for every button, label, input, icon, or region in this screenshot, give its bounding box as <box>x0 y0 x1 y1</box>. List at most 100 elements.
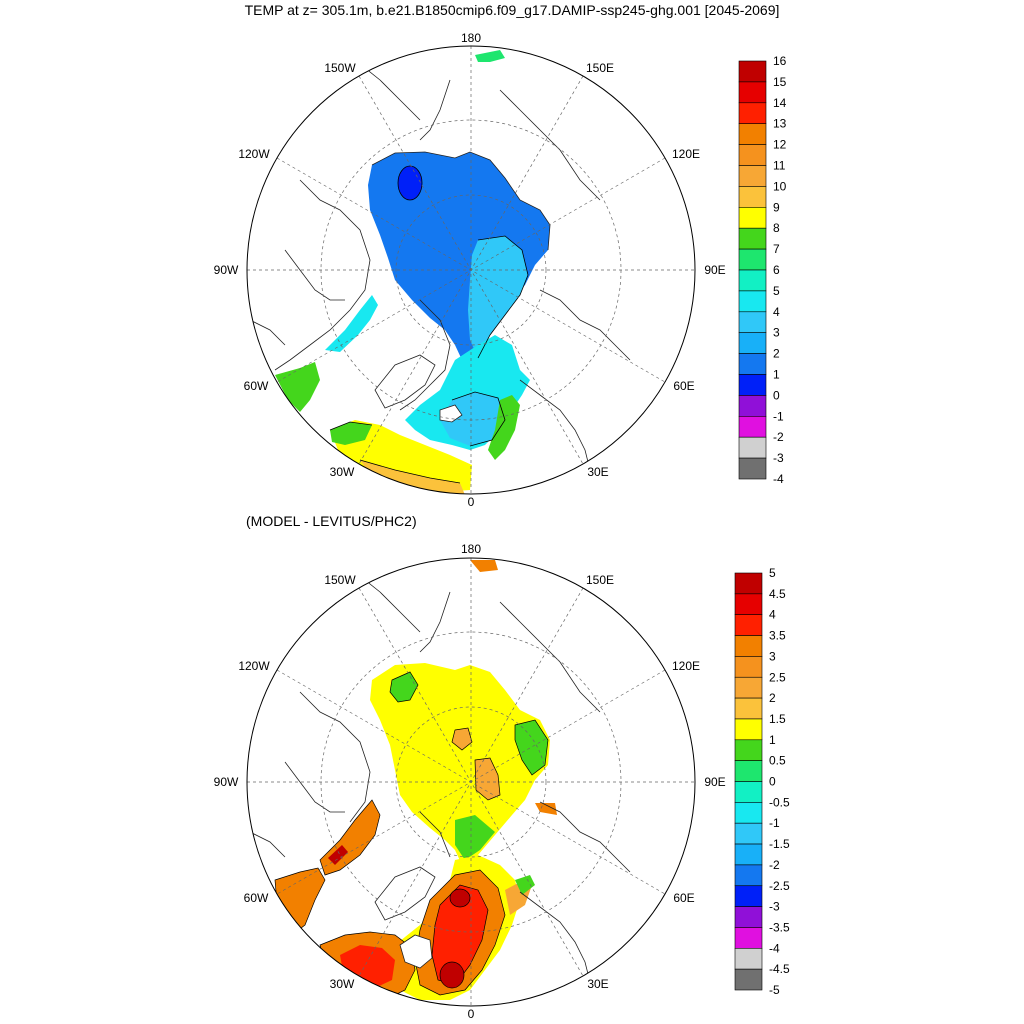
colorbar-tick-label: 3.5 <box>769 629 786 643</box>
lon-label-180: 180 <box>461 31 481 45</box>
lon-label-150e: 150E <box>586 573 614 587</box>
nordic-seas-anomaly-4 <box>431 884 489 986</box>
makarov-anomaly-2 <box>451 727 473 751</box>
colorbar-swatch <box>734 676 763 699</box>
lon-label-60e: 60E <box>673 891 694 905</box>
lon-label-0: 0 <box>468 495 475 509</box>
colorbar-swatch <box>738 227 767 250</box>
colorbar-tick-label: 8 <box>773 221 780 235</box>
colorbar-swatch <box>734 739 763 761</box>
lon-label-30w: 30W <box>330 465 355 479</box>
lon-label-30e: 30E <box>587 977 608 991</box>
colorbar-tick-label: -4 <box>769 941 780 955</box>
lon-label-120e: 120E <box>672 147 700 161</box>
lon-label-60e: 60E <box>673 379 694 393</box>
colorbar-tick-label: 0.5 <box>769 754 786 768</box>
colorbar-tick-label: 4.5 <box>769 587 786 601</box>
colorbar-tick-label: 6 <box>773 263 780 277</box>
lon-label-30e: 30E <box>587 465 608 479</box>
colorbar-swatch <box>734 906 763 928</box>
colorbar-swatch <box>734 843 763 866</box>
bottom-coastlines <box>249 571 631 983</box>
bottom-polar-map: 180 150E 120E 90E 60E 30E 0 30W 60W 90W … <box>214 542 790 1021</box>
colorbar-swatch <box>738 290 767 313</box>
top-map-boundary <box>246 45 696 495</box>
colorbar-swatch <box>734 614 763 636</box>
top-longitude-labels: 180 150E 120E 90E 60E 30E 0 30W 60W 90W … <box>214 31 726 509</box>
lon-label-150e: 150E <box>586 61 614 75</box>
labrador-sea-field-7C <box>275 362 320 412</box>
colorbar-tick-label: 14 <box>773 96 787 110</box>
colorbar-tick-label: 12 <box>773 138 787 152</box>
colorbar-swatch <box>734 656 763 678</box>
colorbar-swatch <box>734 802 763 824</box>
lon-label-90w: 90W <box>214 775 239 789</box>
colorbar-tick-label: 5 <box>769 566 776 580</box>
colorbar-swatch <box>738 332 767 354</box>
norway-coast-field-7C <box>488 395 520 460</box>
colorbar-tick-label: -4 <box>773 472 784 486</box>
colorbar-tick-label: 1 <box>773 368 780 382</box>
colorbar-tick-label: 5 <box>773 284 780 298</box>
bottom-graticule <box>247 558 695 1006</box>
colorbar-swatch <box>738 60 767 83</box>
colorbar-tick-label: -3 <box>769 900 780 914</box>
bottom-anomaly-field <box>249 560 631 1001</box>
lon-label-90e: 90E <box>704 263 725 277</box>
difference-subtitle: (MODEL - LEVITUS/PHC2) <box>246 513 417 529</box>
lon-label-150w: 150W <box>324 61 356 75</box>
plot-title: TEMP at z= 305.1m, b.e21.B1850cmip6.f09_… <box>244 2 780 18</box>
colorbar-tick-label: 16 <box>773 54 787 68</box>
colorbar-tick-label: 4 <box>769 608 776 622</box>
top-graticule <box>247 46 695 494</box>
colorbar-swatch <box>734 947 763 970</box>
colorbar-tick-label: 13 <box>773 117 787 131</box>
colorbar-swatch <box>738 457 767 480</box>
colorbar-swatch <box>734 635 763 657</box>
lon-label-150w: 150W <box>324 573 356 587</box>
colorbar-tick-label: -3.5 <box>769 920 790 934</box>
bottom-islands <box>374 866 436 969</box>
colorbar-swatch <box>738 186 767 208</box>
atlantic-layer-field-3C <box>468 236 528 358</box>
colorbar-tick-label: 1 <box>769 733 776 747</box>
baffin-bay-anomaly-4p5 <box>328 845 348 865</box>
lomonosov-anomaly-2 <box>474 757 501 801</box>
colorbar-tick-label: 9 <box>773 200 780 214</box>
labrador-sea-anomaly-3 <box>274 867 326 936</box>
colorbar-swatch <box>734 697 763 720</box>
lon-label-120e: 120E <box>672 659 700 673</box>
colorbar-swatch <box>738 436 767 459</box>
colorbar-swatch <box>734 864 763 887</box>
top-polar-map: 180 150E 120E 90E 60E 30E 0 30W 60W 90W … <box>214 31 787 509</box>
north-atlantic-field-8C <box>330 422 372 445</box>
top-islands <box>374 354 463 423</box>
laptev-anomaly-3 <box>535 803 557 815</box>
lon-label-30w: 30W <box>330 977 355 991</box>
colorbar-tick-label: 3 <box>773 326 780 340</box>
beaufort-cold-cell-1C <box>397 165 423 201</box>
colorbar-tick-label: -2 <box>773 430 784 444</box>
kara-sea-anomaly-1 <box>515 875 535 895</box>
colorbar-swatch <box>738 353 767 375</box>
colorbar-swatch <box>734 593 763 615</box>
colorbar-tick-label: -1.5 <box>769 837 790 851</box>
colorbar-tick-label: 2 <box>769 691 776 705</box>
colorbar-tick-label: -0.5 <box>769 795 790 809</box>
colorbar-swatch <box>734 822 763 845</box>
colorbar-tick-label: 3 <box>769 649 776 663</box>
nordic-seas-anomaly-5-south <box>439 961 465 989</box>
lon-label-0: 0 <box>468 1007 475 1021</box>
canadian-basin-anomaly-1 <box>389 671 419 703</box>
colorbar-swatch <box>734 885 763 907</box>
colorbar-swatch <box>738 123 767 145</box>
norwegian-sea-field-3C <box>440 392 505 446</box>
nordic-seas-anomaly-5-north <box>449 888 471 908</box>
colorbar-swatch <box>734 718 763 741</box>
colorbar-tick-label: 7 <box>773 242 780 256</box>
colorbar-tick-label: -2 <box>769 858 780 872</box>
colorbar-tick-label: -1 <box>769 816 780 830</box>
bottom-colorbar: 5 4.5 4 3.5 3 2.5 2 1.5 1 0.5 0 -0.5 -1 -1.5 -2 -2.5 -3 -… <box>734 566 790 997</box>
siberian-shelf-anomaly-1 <box>514 719 549 776</box>
